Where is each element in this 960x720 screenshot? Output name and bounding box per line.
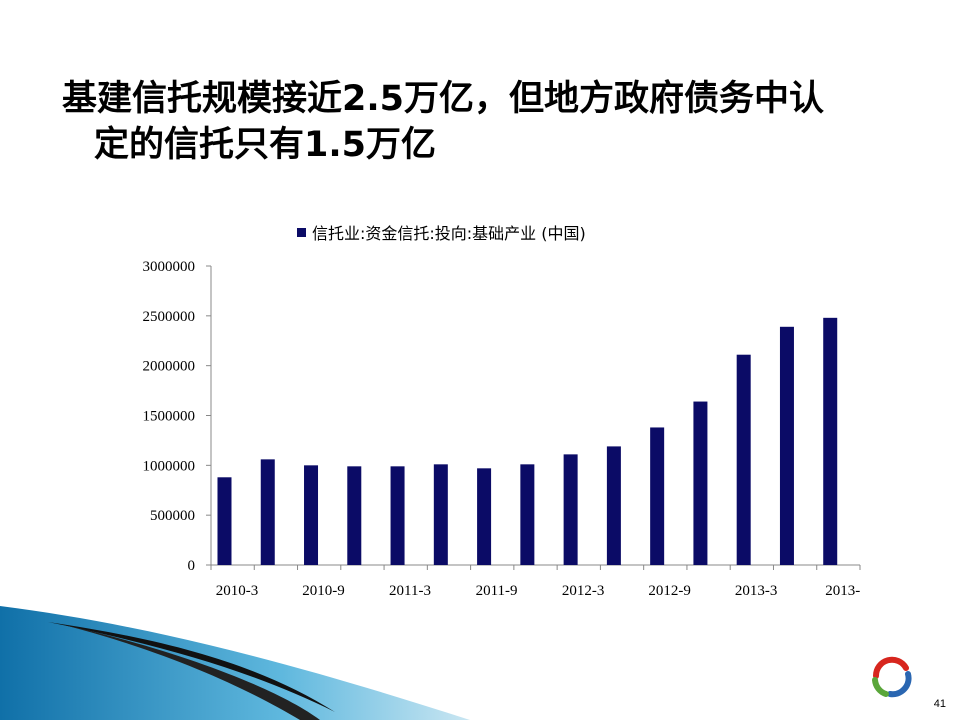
x-tick-label: 2012-3 <box>562 583 605 599</box>
page-number: 41 <box>933 698 946 710</box>
black-swoosh-shape-2 <box>60 624 320 720</box>
bar <box>606 446 621 565</box>
bar <box>736 354 751 565</box>
bar <box>563 454 578 565</box>
x-tick-label: 2013-3 <box>735 583 778 599</box>
bar <box>304 465 319 565</box>
x-tick-label: 2011-9 <box>476 583 518 599</box>
y-tick-label: 1000000 <box>143 458 196 474</box>
logo-red-arc <box>872 656 909 679</box>
bar <box>477 468 492 565</box>
bar <box>650 427 665 565</box>
bar <box>217 477 232 565</box>
y-tick-label: 2000000 <box>143 359 196 375</box>
x-tick-label: 2010-9 <box>302 583 345 599</box>
ring-logo-icon <box>872 656 912 698</box>
y-tick-label: 1500000 <box>143 409 196 425</box>
bar <box>390 466 405 565</box>
logo-blue-arc <box>887 671 912 698</box>
legend-swatch <box>297 227 306 237</box>
bar <box>433 464 448 565</box>
y-tick-label: 0 <box>188 558 196 574</box>
y-tick-label: 500000 <box>150 508 195 524</box>
legend-entry: 信托业:资金信托:投向:基础产业 (中国) <box>312 224 586 243</box>
bar <box>823 317 838 565</box>
bar <box>779 326 794 565</box>
chart-legend: 信托业:资金信托:投向:基础产业 (中国) <box>297 220 586 244</box>
page-title: 基建信托规模接近2.5万亿，但地方政府债务中认 定的信托只有1.5万亿 <box>62 76 922 168</box>
title-line-1: 基建信托规模接近2.5万亿，但地方政府债务中认 <box>62 79 825 119</box>
title-line-2: 定的信托只有1.5万亿 <box>94 125 437 165</box>
logo-green-arc <box>872 677 889 697</box>
y-tick-label: 2500000 <box>143 309 196 325</box>
bar <box>260 459 275 565</box>
bar <box>347 466 362 565</box>
x-tick-label: 2011-3 <box>389 583 431 599</box>
x-tick-label: 2012-9 <box>648 583 691 599</box>
bar <box>693 401 708 565</box>
y-tick-label: 3000000 <box>143 259 196 275</box>
x-tick-label: 2010-3 <box>216 583 259 599</box>
bar <box>520 464 535 565</box>
x-tick-label: 2013- <box>825 583 860 599</box>
